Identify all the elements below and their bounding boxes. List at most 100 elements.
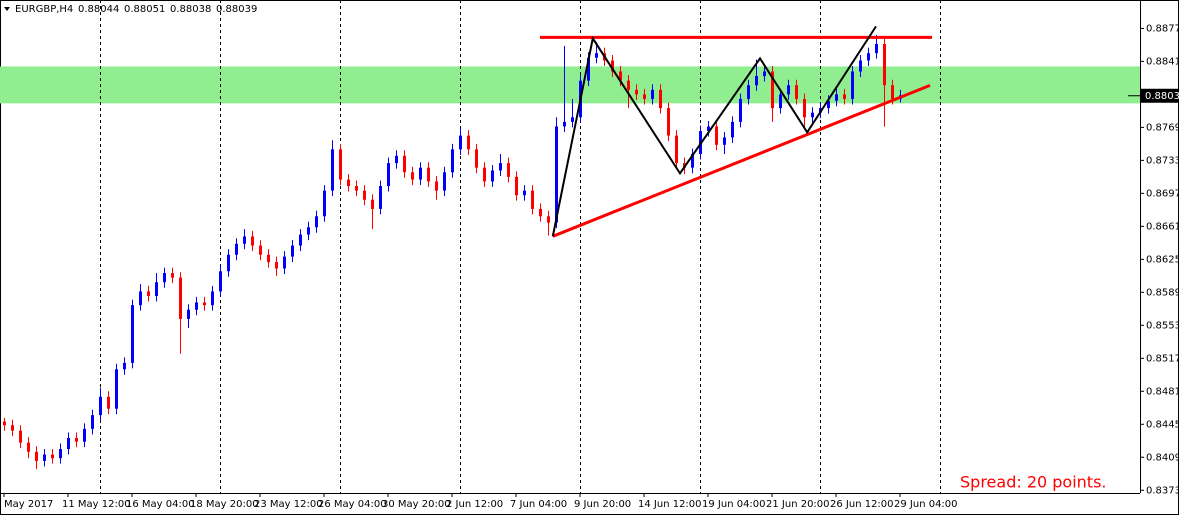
candle-body [563,121,566,127]
candle-body [739,98,742,122]
candle-body [883,43,886,86]
candle-body [331,149,334,191]
candle-body [243,236,246,244]
candle-body [707,126,710,132]
candle-body [227,254,230,272]
candle-body [827,100,830,109]
candle-body [867,53,870,61]
candle-body [155,282,158,296]
candle-body [859,60,862,72]
candle-body [803,98,806,118]
candle-body [835,94,838,101]
candle-body [499,163,502,171]
candle-body [531,190,534,209]
candle-body [771,71,774,109]
candle-body [355,186,358,191]
candle-body [347,179,350,187]
candle-body [315,216,318,228]
candle-body [371,199,374,209]
last-price-box [1141,88,1179,103]
candle-body [451,149,454,173]
header-value: 0.88039 [216,4,257,15]
candle-body [779,94,782,109]
candle-body [291,245,294,257]
plot [0,0,1140,493]
candle-body [875,43,878,54]
candle-body [179,277,182,319]
candle-body [107,396,110,409]
candle-body [67,438,70,450]
x-tick-label: 18 May 20:00 [190,499,259,510]
candle-body [851,71,854,99]
candle-body [515,176,518,196]
x-tick-label: 14 Jun 12:00 [638,499,702,510]
candle-body [91,415,94,429]
x-tick-label: 11 May 12:00 [62,499,131,510]
candle-body [523,190,526,196]
header-value: 0.88051 [124,4,165,15]
last-price-label: 0.88035 [1145,91,1179,102]
candle-body [395,155,398,164]
candle-body [387,163,390,187]
x-tick-label: 19 Jun 04:00 [702,499,766,510]
candle-body [491,170,494,182]
candle-body [667,108,670,136]
candle-body [755,76,758,86]
candle-body [299,234,302,246]
candle-body [211,291,214,306]
candle-body [379,186,382,209]
candle-body [43,454,46,461]
candle-body [251,236,254,246]
candle-body [131,305,134,363]
pattern-line [551,25,877,237]
candle-body [795,85,798,99]
candle-body [443,172,446,191]
candle-body [731,121,734,138]
candle-body [691,153,694,168]
candle-body [587,57,590,81]
candle-body [475,149,478,168]
candle-body [419,167,422,180]
x-tick-label: 26 Jun 12:00 [830,499,894,510]
x-tick-label: 16 May 04:00 [126,499,195,510]
candle-body [115,369,118,409]
x-tick-label: 21 Jun 20:00 [766,499,830,510]
candle-body [147,291,150,296]
candle-body [763,71,766,77]
x-tick-label: 26 May 04:00 [318,499,387,510]
x-tick-label: 29 Jun 04:00 [894,499,958,510]
candle-body [35,451,38,461]
candle-body [619,71,622,81]
trend-line [552,84,931,238]
x-tick-label: May 2017 [4,499,53,510]
header-value: 0.88044 [78,4,119,15]
candle-body [259,245,262,255]
candle-body [611,60,614,72]
candle-body [715,126,718,145]
candle-body [507,163,510,177]
candle-body [811,112,814,118]
candle-body [467,135,470,150]
candle-body [3,421,6,426]
candle-body [139,291,142,306]
candle-body [723,137,726,145]
candle-body [323,190,326,217]
candle-body [75,438,78,442]
candle-body [187,309,190,319]
menu-arrow [4,7,10,11]
candle-body [163,273,166,283]
candle-body [307,227,310,235]
candle-body [283,256,286,269]
x-tick-label: 30 May 20:00 [382,499,451,510]
candle-body [267,254,270,263]
x-tick-label: 23 May 12:00 [254,499,323,510]
candle-body [219,271,222,292]
candle-body [555,126,558,223]
candle-body [339,149,342,180]
